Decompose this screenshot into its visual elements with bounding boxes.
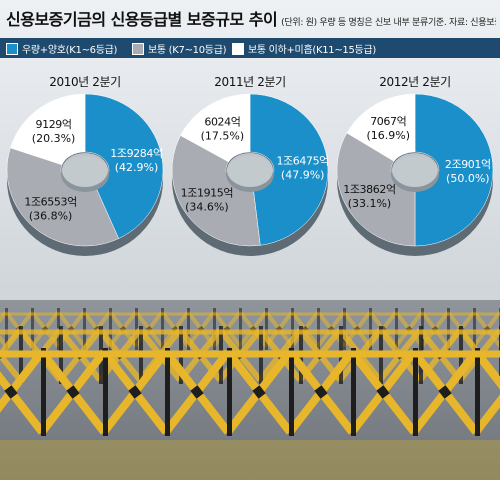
legend-label-good: 우량+양호(K1~6등급) xyxy=(22,45,118,56)
legend-swatch-good xyxy=(6,43,18,55)
donut-slice xyxy=(10,93,86,166)
slice-pct-label: (20.3%) xyxy=(32,132,76,145)
slice-pct-label: (47.9%) xyxy=(281,169,325,182)
slice-pct-label: (42.9%) xyxy=(115,161,159,174)
slice-pct-label: (50.0%) xyxy=(446,172,490,185)
slice-value-label: 1조9284억 xyxy=(110,147,162,160)
slice-pct-label: (16.9%) xyxy=(366,129,410,142)
slice-value-label: 1조3862억 xyxy=(343,183,395,196)
donut-slice xyxy=(249,93,329,246)
slice-value-label: 2조901억 xyxy=(445,158,491,171)
chart-title: 신용보증기금의 신용등급별 보증규모 추이 xyxy=(6,10,278,29)
slice-pct-label: (17.5%) xyxy=(201,130,245,143)
donut-hole xyxy=(392,153,438,187)
slice-value-label: 6024억 xyxy=(204,116,240,129)
slice-value-label: 1조6475억 xyxy=(276,155,328,168)
barricade-photo xyxy=(0,308,500,480)
legend-item-good: 우량+양호(K1~6등급) xyxy=(6,41,118,56)
chart-subtitle: (단위: 원) 우량 등 명칭은 신보 내부 분류기준. 자료: 신용보증기금 xyxy=(281,18,496,28)
slice-value-label: 1조6553억 xyxy=(24,196,76,209)
donut-title: 2012년 2분기 xyxy=(379,75,451,89)
legend: 우량+양호(K1~6등급) 보통 (K7~10등급) 보통 이하+미흡(K11~… xyxy=(0,38,500,58)
slice-value-label: 7067억 xyxy=(370,115,406,128)
donut-title: 2010년 2분기 xyxy=(49,75,121,89)
donut-hole xyxy=(62,153,108,187)
legend-swatch-poor xyxy=(232,43,244,55)
slice-value-label: 9129억 xyxy=(36,118,72,131)
legend-swatch-normal xyxy=(132,43,144,55)
slice-pct-label: (36.8%) xyxy=(29,210,73,223)
donut-slice xyxy=(180,93,251,163)
legend-item-poor: 보통 이하+미흡(K11~15등급) xyxy=(232,41,376,56)
donut-slice xyxy=(346,93,416,162)
legend-label-poor: 보통 이하+미흡(K11~15등급) xyxy=(248,45,376,56)
slice-value-label: 1조1915억 xyxy=(181,187,233,200)
legend-label-normal: 보통 (K7~10등급) xyxy=(148,45,227,56)
donut-slice xyxy=(84,93,164,239)
legend-item-normal: 보통 (K7~10등급) xyxy=(132,41,227,56)
donut-slice xyxy=(414,93,494,247)
donut-title: 2011년 2분기 xyxy=(214,75,286,89)
slice-pct-label: (33.1%) xyxy=(348,197,392,210)
header: 신용보증기금의 신용등급별 보증규모 추이 (단위: 원) 우량 등 명칭은 신보… xyxy=(6,6,496,32)
slice-pct-label: (34.6%) xyxy=(185,201,229,214)
donut-hole xyxy=(227,153,273,187)
